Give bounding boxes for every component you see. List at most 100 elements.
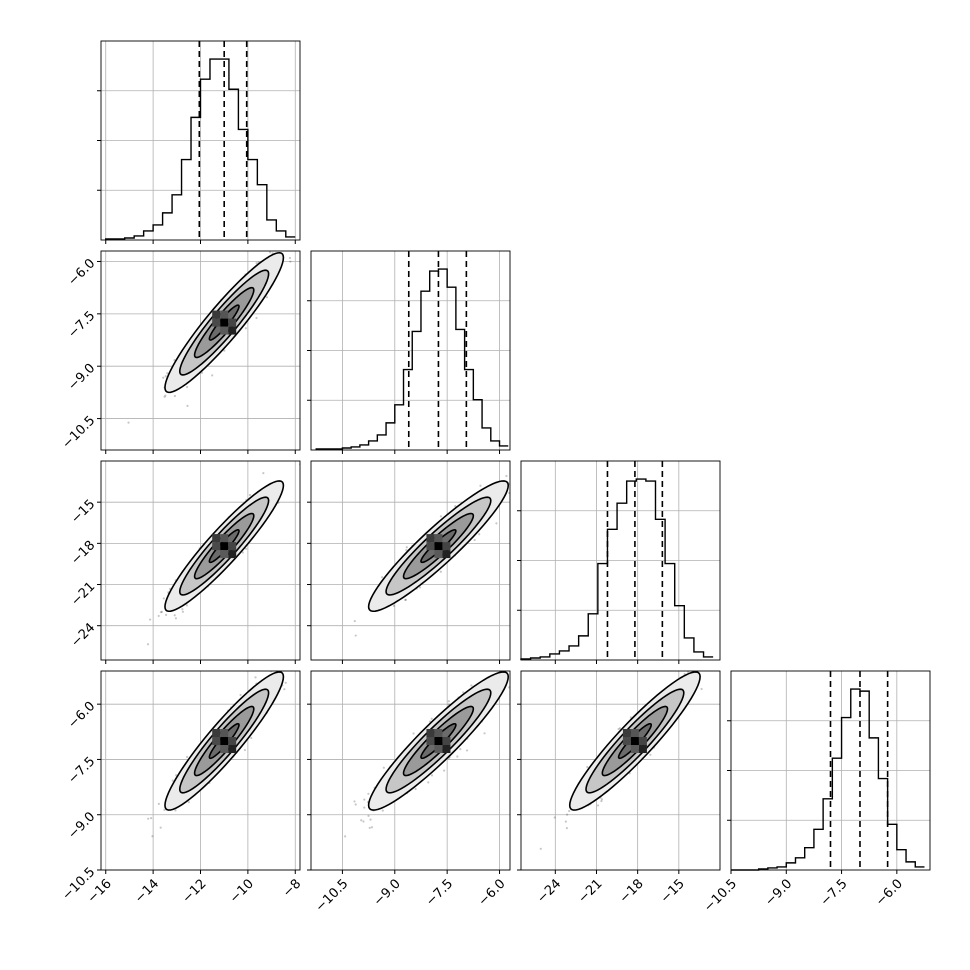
density-cell-2	[228, 326, 237, 335]
sample-point	[439, 515, 443, 518]
density-cell-0	[622, 729, 631, 738]
density-cell-5	[426, 737, 435, 746]
sample-point	[553, 816, 556, 819]
y-tick-label-2-2: −18	[68, 538, 98, 568]
density-cell-3	[220, 534, 229, 543]
density-cell-1	[434, 737, 443, 746]
sample-point	[127, 421, 130, 424]
sample-point	[289, 260, 292, 263]
histogram-panel-3	[727, 670, 931, 874]
scatter-panel-1-2	[307, 460, 517, 664]
sample-point	[250, 736, 253, 740]
sample-point	[244, 327, 248, 330]
sample-point	[568, 809, 571, 813]
sample-point	[157, 802, 160, 805]
sample-point	[368, 826, 371, 829]
sample-point	[362, 820, 365, 823]
x-tick-label-3-1: −9.0	[762, 876, 795, 909]
sample-point	[157, 614, 160, 618]
sample-point	[288, 256, 292, 260]
sample-point	[181, 610, 184, 613]
density-cell-2	[442, 745, 451, 754]
sample-point	[381, 576, 384, 579]
sample-point	[292, 248, 294, 250]
histogram-frame-2	[520, 460, 721, 661]
sample-point	[353, 800, 356, 803]
sample-point	[369, 818, 372, 821]
sample-point	[223, 349, 226, 352]
sample-point	[470, 684, 473, 687]
x-tick-label-3-0: −10.5	[701, 876, 740, 915]
sample-point	[510, 478, 512, 480]
sample-point	[187, 801, 190, 804]
sample-point	[255, 261, 258, 265]
sample-point	[274, 245, 276, 247]
density-cell-2	[442, 550, 451, 559]
sample-point	[159, 611, 163, 614]
y-tick-label-2-0: −24	[68, 620, 98, 650]
density-cell-5	[426, 542, 435, 551]
density-cell-2	[638, 745, 647, 754]
sample-point	[150, 817, 153, 820]
density-cell-0	[212, 310, 221, 319]
sample-point	[687, 671, 690, 674]
sample-point	[392, 604, 395, 607]
sample-point	[495, 522, 498, 525]
sample-point	[243, 748, 247, 752]
sample-point	[245, 547, 248, 550]
sample-point	[473, 538, 476, 542]
density-cell-6	[434, 550, 443, 559]
density-cell-3	[434, 534, 443, 543]
x-tick-label-0-2: −12	[180, 876, 210, 906]
sample-point	[173, 614, 176, 617]
sample-point	[367, 792, 370, 795]
sample-point	[294, 245, 296, 247]
density-cell-1	[434, 542, 443, 551]
sample-point	[430, 717, 433, 720]
sample-point	[269, 668, 271, 670]
histogram-panel-1	[307, 250, 511, 454]
sample-point	[478, 533, 481, 536]
sample-point	[173, 394, 176, 398]
density-cell-0	[426, 534, 435, 543]
density-cell-3	[630, 729, 639, 738]
scatter-panel-2-3	[517, 670, 721, 874]
sample-point	[159, 826, 162, 829]
x-tick-label-1-3: −6.0	[476, 876, 509, 909]
density-cell-1	[630, 737, 639, 746]
sample-point	[186, 404, 189, 407]
density-cell-4	[442, 737, 451, 746]
sample-point	[163, 395, 166, 398]
sample-point	[700, 687, 703, 691]
y-tick-label-1-2: −7.5	[65, 309, 98, 342]
x-tick-label-2-0: −24	[534, 876, 564, 906]
sample-point	[164, 375, 167, 378]
sample-point	[186, 755, 189, 759]
y-tick-label-3-2: −7.5	[65, 754, 98, 787]
sample-point	[515, 472, 517, 474]
sample-point	[147, 817, 150, 820]
density-cell-4	[228, 318, 237, 327]
scatter-frame-0-1	[100, 250, 301, 451]
x-tick-label-0-1: −14	[132, 876, 162, 906]
sample-point	[241, 551, 244, 554]
x-tick-label-2-3: −15	[658, 876, 688, 906]
sample-point	[566, 813, 569, 816]
scatter-frame-0-2	[100, 460, 301, 661]
histogram-step-3	[731, 688, 925, 871]
density-cell-3	[220, 729, 229, 738]
sample-point	[185, 604, 188, 607]
sample-point	[181, 608, 184, 611]
sample-point	[454, 504, 457, 508]
density-cell-1	[220, 542, 229, 551]
x-tick-label-1-0: −10.5	[313, 876, 352, 915]
scatter-frame-1-3	[310, 670, 511, 871]
scatter-panel-0-2	[97, 460, 301, 664]
x-tick-label-1-2: −7.5	[423, 876, 456, 909]
sample-point	[600, 798, 604, 801]
histogram-frame-0	[100, 40, 301, 241]
histogram-step-0	[105, 58, 296, 240]
sample-point	[363, 798, 366, 801]
x-tick-label-0-3: −10	[227, 876, 257, 906]
